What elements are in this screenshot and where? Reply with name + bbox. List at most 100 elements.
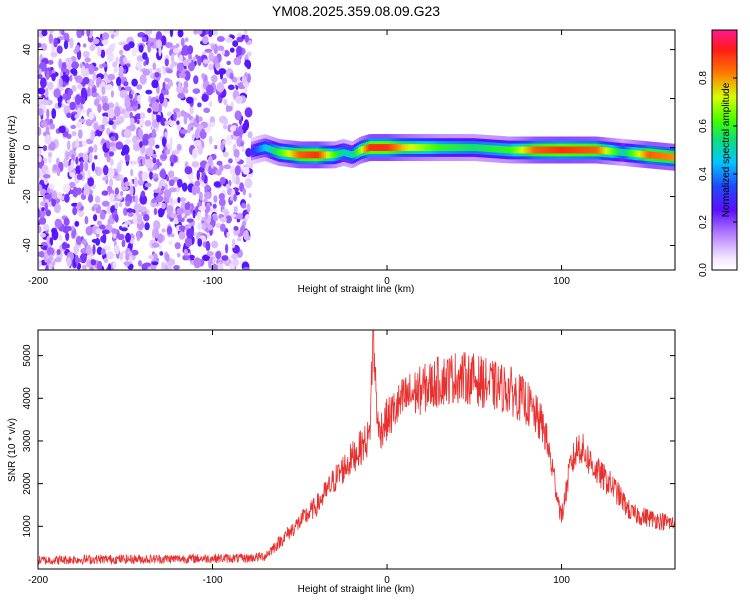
signal-band-cell — [292, 150, 295, 158]
signal-band-cell — [493, 145, 496, 153]
signal-band-cell — [470, 144, 473, 151]
signal-band-cell — [572, 146, 575, 154]
noise-blob — [148, 146, 153, 157]
signal-band-cell — [343, 149, 346, 157]
noise-blob — [62, 183, 71, 194]
noise-blob — [155, 31, 163, 42]
noise-blob — [112, 261, 117, 269]
noise-blob — [178, 81, 182, 90]
noise-blob — [125, 232, 131, 243]
signal-band-cell — [500, 146, 503, 153]
noise-blob — [100, 139, 107, 144]
noise-blob — [48, 33, 54, 44]
signal-band-cell — [552, 146, 555, 154]
noise-blob — [170, 162, 174, 167]
signal-band-cell — [510, 146, 514, 154]
noise-blob — [82, 43, 87, 48]
noise-blob — [233, 206, 238, 213]
noise-blob — [131, 249, 139, 256]
noise-blob — [58, 58, 63, 69]
signal-band-cell — [392, 144, 395, 151]
signal-band-cell — [397, 144, 400, 151]
noise-blob — [129, 185, 134, 196]
noise-blob — [109, 178, 114, 187]
noise-blob — [58, 235, 63, 241]
noise-blob — [41, 207, 45, 212]
noise-blob — [81, 108, 87, 114]
noise-blob — [72, 186, 79, 198]
colorbar-gradient — [711, 29, 738, 271]
noise-blob — [82, 264, 87, 270]
noise-blob — [110, 90, 114, 98]
noise-blob — [198, 205, 207, 211]
noise-blob — [186, 218, 194, 223]
noise-blob — [67, 99, 71, 105]
colorbar: 0.0 0.2 0.4 0.6 0.8 Normalized spectral ampl… — [698, 29, 738, 277]
noise-blob — [107, 185, 113, 193]
noise-blob — [81, 140, 87, 147]
noise-blob — [130, 168, 134, 177]
noise-blob — [41, 30, 48, 37]
noise-blob — [242, 166, 250, 175]
noise-blob — [219, 176, 226, 185]
noise-blob — [132, 214, 139, 225]
noise-blob — [215, 250, 222, 260]
signal-band-cell — [626, 149, 629, 157]
noise-blob — [69, 74, 73, 82]
noise-blob — [186, 228, 194, 239]
noise-blob — [80, 30, 85, 36]
noise-blob — [213, 195, 218, 203]
signal-band-cell — [373, 144, 376, 151]
noise-blob — [193, 30, 198, 35]
noise-blob — [196, 169, 200, 181]
noise-blob — [180, 37, 185, 47]
noise-blob — [77, 83, 83, 90]
snr-y-tick-label: 2000 — [22, 472, 33, 495]
noise-blob — [220, 141, 224, 151]
noise-blob — [156, 114, 161, 123]
signal-band-cell — [619, 148, 622, 156]
noise-blob — [225, 134, 232, 146]
snr-panel: -200 -100 0 100 1000 2000 3000 4000 5000 Height… — [7, 329, 676, 595]
noise-blob — [51, 190, 58, 200]
noise-blob — [44, 202, 48, 213]
noise-blob — [170, 233, 175, 238]
noise-blob — [205, 240, 211, 252]
noise-blob — [101, 200, 110, 207]
signal-band-cell — [559, 146, 562, 154]
noise-blob — [80, 66, 86, 77]
noise-blob — [48, 184, 55, 189]
noise-blob — [131, 78, 138, 87]
noise-blob — [38, 87, 46, 95]
noise-blob — [184, 202, 190, 210]
signal-band-cell — [423, 144, 426, 151]
noise-blob — [199, 128, 207, 140]
snr-x-ticks: -200 -100 0 100 — [28, 330, 570, 586]
noise-blob — [244, 30, 248, 35]
noise-blob — [231, 238, 236, 249]
noise-blob — [76, 203, 82, 210]
signal-band-cell — [261, 144, 264, 152]
noise-blob — [194, 128, 200, 139]
signal-band-cell — [469, 144, 472, 151]
noise-blob — [38, 42, 42, 48]
noise-blob — [208, 63, 214, 71]
noise-blob — [123, 56, 128, 64]
noise-blob — [222, 151, 229, 158]
noise-blob — [229, 72, 234, 80]
noise-blob — [88, 111, 94, 121]
noise-blob — [85, 244, 92, 256]
noise-blob — [71, 131, 77, 137]
signal-band-cell — [645, 151, 648, 159]
noise-blob — [96, 260, 103, 270]
noise-blob — [113, 244, 120, 255]
noise-blob — [148, 254, 154, 260]
spectrogram-x-tick-label: 0 — [384, 276, 390, 287]
noise-blob — [73, 244, 79, 255]
noise-blob — [155, 144, 160, 149]
noise-blob — [61, 30, 65, 36]
signal-band-cell — [613, 148, 617, 156]
noise-blob — [218, 68, 227, 75]
noise-blob — [121, 239, 126, 248]
noise-blob — [167, 81, 174, 87]
